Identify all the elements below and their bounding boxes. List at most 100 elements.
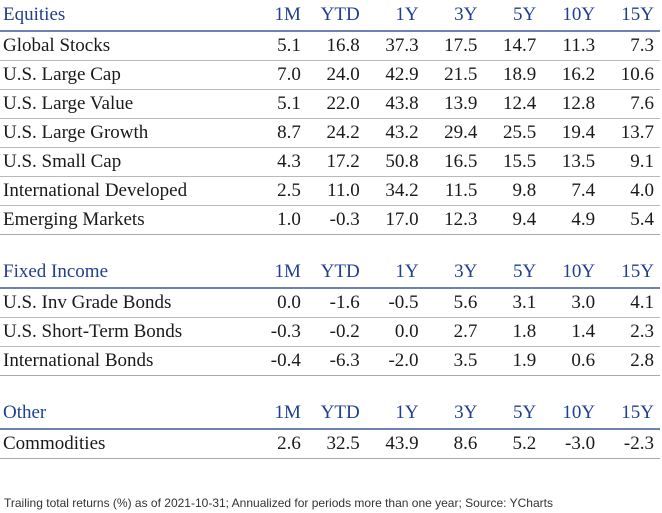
table-row: U.S. Small Cap 4.3 17.2 50.8 16.5 15.5 1… — [0, 147, 660, 177]
cell-15y: 9.1 — [601, 147, 660, 177]
cell-ytd: 24.0 — [306, 60, 366, 90]
equities-table: Equities 1M YTD 1Y 3Y 5Y 10Y 15Y Global … — [0, 0, 660, 235]
cell-1m: 2.6 — [248, 429, 307, 459]
cell-10y: 13.5 — [542, 147, 602, 177]
cell-3y: 16.5 — [424, 147, 484, 177]
footnote: Trailing total returns (%) as of 2021-10… — [4, 496, 553, 510]
col-header-3y: 3Y — [424, 0, 484, 32]
section-title: Fixed Income — [0, 257, 249, 289]
cell-5y: 18.9 — [483, 60, 543, 90]
cell-10y: 0.6 — [542, 346, 602, 376]
other-section: Other 1M YTD 1Y 3Y 5Y 10Y 15Y Commoditie… — [0, 398, 662, 459]
col-header-10y: 10Y — [542, 257, 602, 289]
fixed-income-section: Fixed Income 1M YTD 1Y 3Y 5Y 10Y 15Y U.S… — [0, 257, 662, 376]
col-header-1m: 1M — [248, 257, 307, 289]
cell-1m: 7.0 — [248, 60, 307, 90]
table-row: U.S. Large Value 5.1 22.0 43.8 13.9 12.4… — [0, 89, 660, 119]
other-table: Other 1M YTD 1Y 3Y 5Y 10Y 15Y Commoditie… — [0, 398, 660, 459]
cell-15y: 7.3 — [601, 31, 660, 61]
cell-10y: -3.0 — [542, 429, 602, 459]
cell-ytd: 16.8 — [306, 31, 366, 61]
col-header-1m: 1M — [248, 0, 307, 32]
table-row: Emerging Markets 1.0 -0.3 17.0 12.3 9.4 … — [0, 205, 660, 235]
cell-5y: 12.4 — [483, 89, 543, 119]
cell-1m: 2.5 — [248, 176, 307, 206]
cell-1y: -2.0 — [365, 346, 425, 376]
cell-1m: 1.0 — [248, 205, 307, 235]
cell-1y: 43.9 — [365, 429, 425, 459]
cell-10y: 3.0 — [542, 288, 602, 318]
cell-3y: 8.6 — [424, 429, 484, 459]
col-header-3y: 3Y — [424, 257, 484, 289]
fixed-income-table: Fixed Income 1M YTD 1Y 3Y 5Y 10Y 15Y U.S… — [0, 257, 660, 376]
cell-1y: 43.2 — [365, 118, 425, 148]
cell-15y: 4.0 — [601, 176, 660, 206]
row-label: U.S. Small Cap — [0, 147, 249, 177]
col-header-5y: 5Y — [483, 0, 543, 32]
table-row: Global Stocks 5.1 16.8 37.3 17.5 14.7 11… — [0, 31, 660, 61]
col-header-3y: 3Y — [424, 398, 484, 430]
returns-tables: Equities 1M YTD 1Y 3Y 5Y 10Y 15Y Global … — [0, 0, 662, 459]
row-label: U.S. Inv Grade Bonds — [0, 288, 249, 318]
col-header-5y: 5Y — [483, 257, 543, 289]
cell-10y: 7.4 — [542, 176, 602, 206]
cell-15y: -2.3 — [601, 429, 660, 459]
table-row: International Bonds -0.4 -6.3 -2.0 3.5 1… — [0, 346, 660, 376]
cell-15y: 2.3 — [601, 317, 660, 347]
col-header-5y: 5Y — [483, 398, 543, 430]
cell-ytd: 24.2 — [306, 118, 366, 148]
cell-1m: -0.3 — [248, 317, 307, 347]
equities-header-row: Equities 1M YTD 1Y 3Y 5Y 10Y 15Y — [0, 0, 660, 32]
equities-section: Equities 1M YTD 1Y 3Y 5Y 10Y 15Y Global … — [0, 0, 662, 235]
col-header-1y: 1Y — [365, 0, 425, 32]
table-row: International Developed 2.5 11.0 34.2 11… — [0, 176, 660, 206]
cell-5y: 1.8 — [483, 317, 543, 347]
section-title: Equities — [0, 0, 249, 32]
cell-5y: 3.1 — [483, 288, 543, 318]
cell-3y: 12.3 — [424, 205, 484, 235]
cell-15y: 13.7 — [601, 118, 660, 148]
cell-ytd: -6.3 — [306, 346, 366, 376]
cell-ytd: -1.6 — [306, 288, 366, 318]
cell-3y: 17.5 — [424, 31, 484, 61]
cell-3y: 5.6 — [424, 288, 484, 318]
row-label: Commodities — [0, 429, 249, 459]
row-label: U.S. Large Growth — [0, 118, 249, 148]
cell-5y: 5.2 — [483, 429, 543, 459]
cell-5y: 9.4 — [483, 205, 543, 235]
cell-1y: 17.0 — [365, 205, 425, 235]
cell-1m: 5.1 — [248, 89, 307, 119]
cell-5y: 14.7 — [483, 31, 543, 61]
cell-15y: 10.6 — [601, 60, 660, 90]
cell-10y: 1.4 — [542, 317, 602, 347]
row-label: International Bonds — [0, 346, 249, 376]
table-row: U.S. Short-Term Bonds -0.3 -0.2 0.0 2.7 … — [0, 317, 660, 347]
cell-ytd: 22.0 — [306, 89, 366, 119]
cell-ytd: -0.3 — [306, 205, 366, 235]
cell-ytd: 17.2 — [306, 147, 366, 177]
table-row: U.S. Large Cap 7.0 24.0 42.9 21.5 18.9 1… — [0, 60, 660, 90]
row-label: U.S. Large Value — [0, 89, 249, 119]
cell-1y: 50.8 — [365, 147, 425, 177]
cell-3y: 29.4 — [424, 118, 484, 148]
other-header-row: Other 1M YTD 1Y 3Y 5Y 10Y 15Y — [0, 398, 660, 430]
row-label: Emerging Markets — [0, 205, 249, 235]
table-row: U.S. Inv Grade Bonds 0.0 -1.6 -0.5 5.6 3… — [0, 288, 660, 318]
cell-3y: 3.5 — [424, 346, 484, 376]
col-header-1y: 1Y — [365, 257, 425, 289]
cell-5y: 1.9 — [483, 346, 543, 376]
cell-1y: 34.2 — [365, 176, 425, 206]
cell-10y: 12.8 — [542, 89, 602, 119]
cell-3y: 21.5 — [424, 60, 484, 90]
cell-1m: 4.3 — [248, 147, 307, 177]
col-header-10y: 10Y — [542, 398, 602, 430]
cell-5y: 15.5 — [483, 147, 543, 177]
cell-3y: 13.9 — [424, 89, 484, 119]
cell-1m: -0.4 — [248, 346, 307, 376]
col-header-15y: 15Y — [601, 0, 660, 32]
cell-3y: 2.7 — [424, 317, 484, 347]
col-header-ytd: YTD — [306, 398, 366, 430]
col-header-1m: 1M — [248, 398, 307, 430]
cell-15y: 7.6 — [601, 89, 660, 119]
cell-1y: 42.9 — [365, 60, 425, 90]
